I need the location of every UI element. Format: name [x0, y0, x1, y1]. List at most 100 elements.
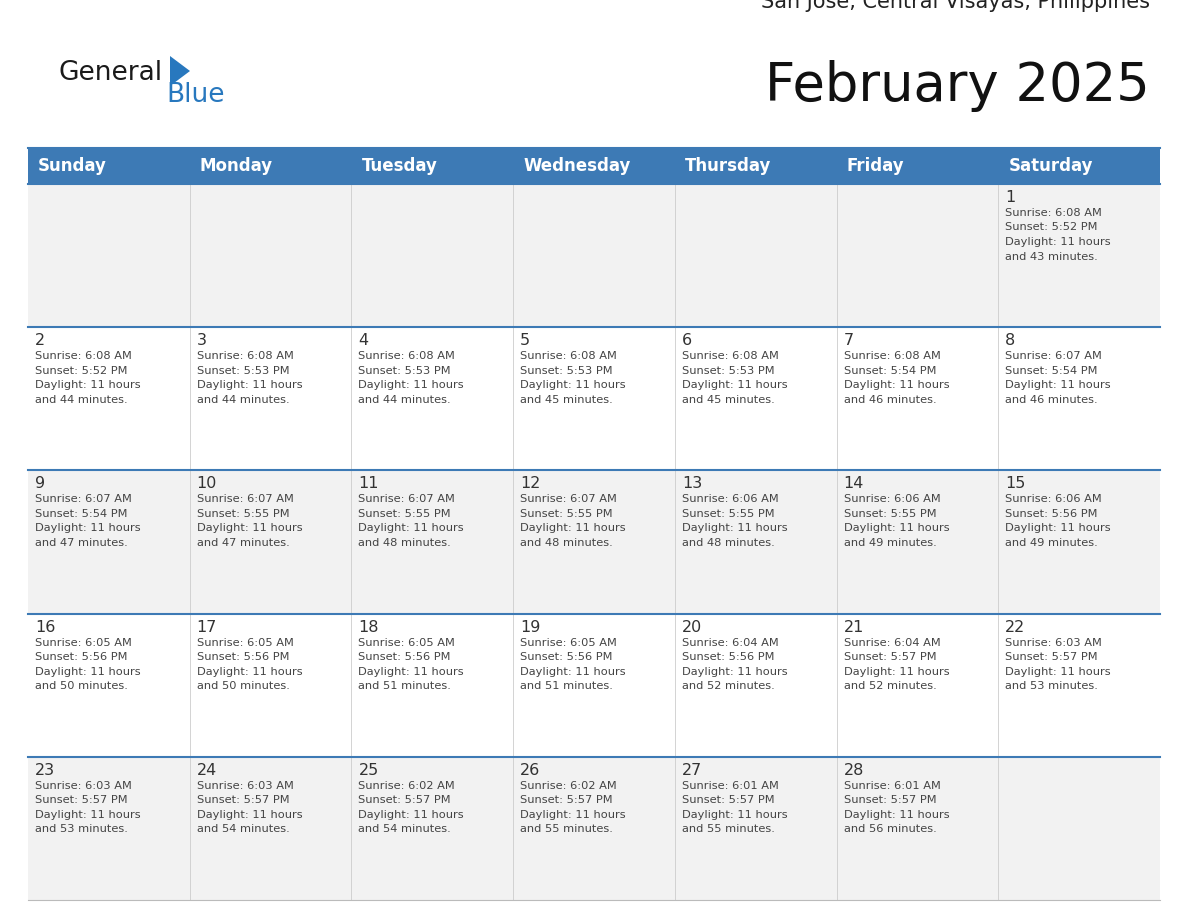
Text: Sunrise: 6:07 AM: Sunrise: 6:07 AM — [1005, 352, 1102, 361]
Text: 18: 18 — [359, 620, 379, 634]
Text: and 56 minutes.: and 56 minutes. — [843, 824, 936, 834]
Text: 28: 28 — [843, 763, 864, 778]
Text: Sunrise: 6:07 AM: Sunrise: 6:07 AM — [520, 495, 617, 504]
Text: Sunrise: 6:04 AM: Sunrise: 6:04 AM — [843, 638, 941, 647]
Text: Sunset: 5:56 PM: Sunset: 5:56 PM — [1005, 509, 1098, 519]
Text: 5: 5 — [520, 333, 530, 348]
Text: 8: 8 — [1005, 333, 1016, 348]
Text: Sunset: 5:56 PM: Sunset: 5:56 PM — [359, 652, 451, 662]
Text: Sunset: 5:56 PM: Sunset: 5:56 PM — [520, 652, 613, 662]
Text: 13: 13 — [682, 476, 702, 491]
Text: Daylight: 11 hours: Daylight: 11 hours — [359, 523, 465, 533]
Text: 4: 4 — [359, 333, 368, 348]
Text: Daylight: 11 hours: Daylight: 11 hours — [682, 666, 788, 677]
Text: Daylight: 11 hours: Daylight: 11 hours — [520, 810, 626, 820]
Text: Sunset: 5:54 PM: Sunset: 5:54 PM — [843, 365, 936, 375]
Text: Sunset: 5:57 PM: Sunset: 5:57 PM — [359, 795, 451, 805]
Text: Sunrise: 6:05 AM: Sunrise: 6:05 AM — [359, 638, 455, 647]
Text: Sunrise: 6:08 AM: Sunrise: 6:08 AM — [520, 352, 617, 361]
Text: Sunday: Sunday — [38, 157, 107, 175]
Bar — [352, 613, 513, 756]
Text: 26: 26 — [520, 763, 541, 778]
Bar — [513, 184, 675, 327]
Bar — [675, 756, 836, 900]
Text: Daylight: 11 hours: Daylight: 11 hours — [520, 523, 626, 533]
Text: Daylight: 11 hours: Daylight: 11 hours — [197, 810, 302, 820]
Text: Tuesday: Tuesday — [361, 157, 437, 175]
Text: and 54 minutes.: and 54 minutes. — [197, 824, 290, 834]
Bar — [998, 184, 1159, 327]
Text: Saturday: Saturday — [1009, 157, 1093, 175]
Text: and 48 minutes.: and 48 minutes. — [359, 538, 451, 548]
Text: Sunrise: 6:08 AM: Sunrise: 6:08 AM — [1005, 208, 1102, 218]
Text: Blue: Blue — [166, 82, 225, 108]
Text: 12: 12 — [520, 476, 541, 491]
Text: and 52 minutes.: and 52 minutes. — [843, 681, 936, 691]
Text: and 48 minutes.: and 48 minutes. — [520, 538, 613, 548]
Text: and 52 minutes.: and 52 minutes. — [682, 681, 775, 691]
Text: Friday: Friday — [847, 157, 904, 175]
Text: Daylight: 11 hours: Daylight: 11 hours — [843, 810, 949, 820]
Text: Sunrise: 6:05 AM: Sunrise: 6:05 AM — [197, 638, 293, 647]
Text: Sunrise: 6:08 AM: Sunrise: 6:08 AM — [34, 352, 132, 361]
Bar — [29, 613, 190, 756]
Text: Daylight: 11 hours: Daylight: 11 hours — [34, 810, 140, 820]
Text: Thursday: Thursday — [684, 157, 771, 175]
Text: San Jose, Central Visayas, Philippines: San Jose, Central Visayas, Philippines — [762, 0, 1150, 12]
Text: Sunrise: 6:06 AM: Sunrise: 6:06 AM — [682, 495, 778, 504]
Text: and 51 minutes.: and 51 minutes. — [520, 681, 613, 691]
Bar — [675, 327, 836, 470]
Text: Sunset: 5:57 PM: Sunset: 5:57 PM — [520, 795, 613, 805]
Bar — [352, 470, 513, 613]
Text: Sunset: 5:57 PM: Sunset: 5:57 PM — [843, 652, 936, 662]
Polygon shape — [170, 56, 190, 86]
Text: Daylight: 11 hours: Daylight: 11 hours — [1005, 523, 1111, 533]
Text: 9: 9 — [34, 476, 45, 491]
Text: 21: 21 — [843, 620, 864, 634]
Text: Daylight: 11 hours: Daylight: 11 hours — [359, 380, 465, 390]
Bar — [29, 756, 190, 900]
Text: Sunset: 5:53 PM: Sunset: 5:53 PM — [197, 365, 290, 375]
Text: and 51 minutes.: and 51 minutes. — [359, 681, 451, 691]
Bar — [352, 184, 513, 327]
Text: 7: 7 — [843, 333, 854, 348]
Text: 15: 15 — [1005, 476, 1025, 491]
Bar — [675, 470, 836, 613]
Bar — [675, 613, 836, 756]
Text: 11: 11 — [359, 476, 379, 491]
Text: and 45 minutes.: and 45 minutes. — [682, 395, 775, 405]
Text: Sunrise: 6:02 AM: Sunrise: 6:02 AM — [520, 781, 617, 790]
Text: 10: 10 — [197, 476, 217, 491]
Text: Sunrise: 6:03 AM: Sunrise: 6:03 AM — [34, 781, 132, 790]
Text: Daylight: 11 hours: Daylight: 11 hours — [197, 380, 302, 390]
Text: and 49 minutes.: and 49 minutes. — [843, 538, 936, 548]
Text: and 44 minutes.: and 44 minutes. — [359, 395, 451, 405]
Text: Sunrise: 6:06 AM: Sunrise: 6:06 AM — [843, 495, 941, 504]
Text: 16: 16 — [34, 620, 56, 634]
Text: Sunset: 5:55 PM: Sunset: 5:55 PM — [682, 509, 775, 519]
Text: Sunset: 5:55 PM: Sunset: 5:55 PM — [197, 509, 290, 519]
Text: Sunrise: 6:07 AM: Sunrise: 6:07 AM — [359, 495, 455, 504]
Text: Daylight: 11 hours: Daylight: 11 hours — [1005, 666, 1111, 677]
Text: Sunset: 5:57 PM: Sunset: 5:57 PM — [682, 795, 775, 805]
Text: Sunrise: 6:08 AM: Sunrise: 6:08 AM — [359, 352, 455, 361]
Text: 3: 3 — [197, 333, 207, 348]
Text: Sunrise: 6:08 AM: Sunrise: 6:08 AM — [197, 352, 293, 361]
Text: Sunrise: 6:05 AM: Sunrise: 6:05 AM — [34, 638, 132, 647]
Text: Sunset: 5:55 PM: Sunset: 5:55 PM — [843, 509, 936, 519]
Text: Sunrise: 6:01 AM: Sunrise: 6:01 AM — [682, 781, 778, 790]
Text: Daylight: 11 hours: Daylight: 11 hours — [682, 380, 788, 390]
Text: 23: 23 — [34, 763, 55, 778]
Text: and 48 minutes.: and 48 minutes. — [682, 538, 775, 548]
Bar — [29, 470, 190, 613]
Text: Sunrise: 6:03 AM: Sunrise: 6:03 AM — [1005, 638, 1102, 647]
Text: Sunset: 5:57 PM: Sunset: 5:57 PM — [34, 795, 127, 805]
Text: and 55 minutes.: and 55 minutes. — [682, 824, 775, 834]
Text: Daylight: 11 hours: Daylight: 11 hours — [520, 380, 626, 390]
Text: and 44 minutes.: and 44 minutes. — [197, 395, 290, 405]
Text: Sunrise: 6:07 AM: Sunrise: 6:07 AM — [34, 495, 132, 504]
Bar — [836, 184, 998, 327]
Bar — [513, 327, 675, 470]
Text: Daylight: 11 hours: Daylight: 11 hours — [34, 666, 140, 677]
Text: Sunset: 5:52 PM: Sunset: 5:52 PM — [1005, 222, 1098, 232]
